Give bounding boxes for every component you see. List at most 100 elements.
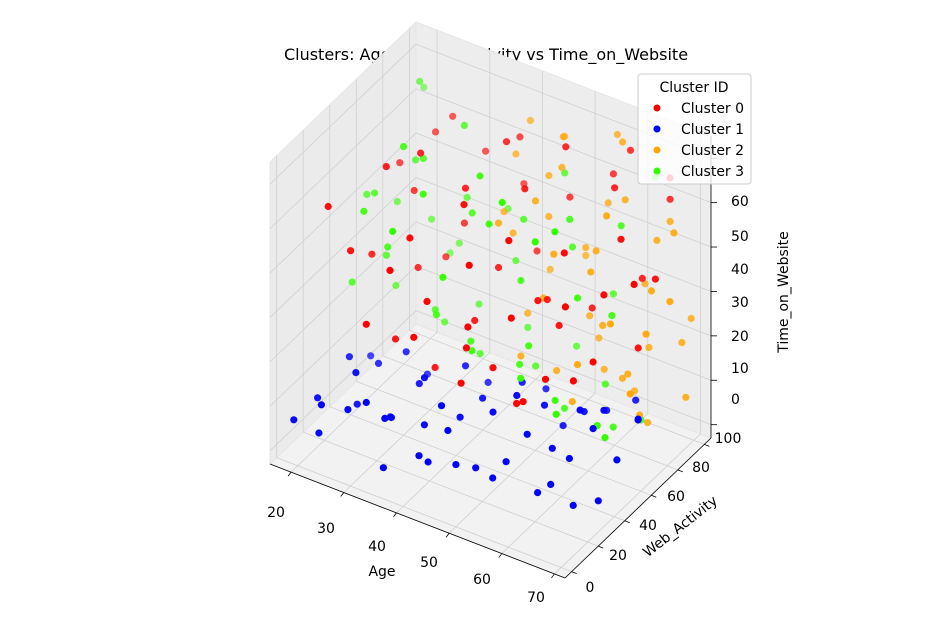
z-gridline [415,132,712,248]
x-tick-label: 40 [368,539,386,555]
data-point-cluster-1 [314,394,322,402]
z-tick-label: 60 [731,194,749,210]
data-point-cluster-2 [626,390,634,398]
data-point-cluster-0 [609,170,618,178]
data-point-cluster-2 [553,367,561,375]
data-point-cluster-3 [419,154,427,163]
data-point-cluster-1 [600,406,608,414]
data-point-cluster-2 [500,208,508,216]
y-gridline [409,329,705,445]
data-point-cluster-3 [439,273,447,281]
z-gridline [415,221,712,337]
data-point-cluster-2 [666,298,674,306]
data-point-cluster-2 [592,247,600,255]
data-point-cluster-0 [414,263,422,272]
y-tick-mark [677,469,683,473]
data-point-cluster-0 [417,149,425,157]
legend-marker-cluster-0 [653,104,661,112]
data-point-cluster-3 [468,347,476,355]
data-point-cluster-3 [348,278,356,286]
data-point-cluster-0 [543,296,551,304]
data-point-cluster-3 [531,238,539,246]
data-point-cluster-3 [520,215,528,223]
data-point-cluster-3 [516,360,524,368]
data-point-cluster-1 [548,444,556,452]
data-point-cluster-1 [315,429,323,437]
y-tick-label: 80 [692,460,710,476]
x-tick-mark [498,553,503,558]
z-tick-label: 30 [731,295,749,311]
data-point-cluster-1 [387,413,395,422]
data-point-cluster-2 [558,163,566,171]
z-tick-label: 40 [731,262,749,278]
data-point-cluster-2 [559,133,567,141]
data-point-cluster-2 [494,219,503,227]
data-point-cluster-3 [566,215,574,223]
data-point-cluster-1 [542,385,550,393]
data-point-cluster-2 [653,236,661,244]
y-tick-mark [598,545,604,549]
data-point-cluster-0 [617,235,625,243]
data-point-cluster-3 [460,121,468,129]
data-point-cluster-1 [634,416,642,424]
data-point-cluster-1 [569,501,577,509]
data-point-cluster-0 [502,138,511,146]
data-point-cluster-0 [651,275,660,283]
data-point-cluster-3 [551,228,559,236]
z-gridline [269,132,417,274]
data-point-cluster-1 [540,401,549,409]
data-point-cluster-3 [551,396,559,404]
data-point-cluster-3 [568,243,577,251]
data-point-cluster-1 [415,380,423,388]
data-point-cluster-3 [360,207,368,215]
data-point-cluster-0 [588,304,596,312]
data-point-cluster-0 [471,316,479,325]
data-point-cluster-3 [419,190,427,198]
data-point-cluster-0 [626,146,635,154]
data-point-cluster-2 [621,196,629,204]
data-point-cluster-0 [634,344,642,352]
data-point-cluster-3 [609,423,617,431]
legend-label: Cluster 2 [681,143,744,159]
data-point-cluster-2 [613,130,622,139]
data-point-cluster-0 [505,237,513,245]
data-point-cluster-0 [406,234,414,242]
z-axis-label: Time_on_Website [776,231,792,354]
data-point-cluster-0 [410,186,418,195]
data-point-cluster-1 [489,474,497,482]
data-point-cluster-2 [582,244,590,252]
y-tick-label: 20 [609,548,627,564]
x-tick-label: 70 [527,590,545,606]
y-tick-label: 40 [639,518,657,534]
z-gridline [269,265,417,407]
data-point-cluster-0 [457,379,465,387]
data-point-cluster-3 [601,380,610,388]
data-point-cluster-2 [586,312,594,320]
data-point-cluster-0 [362,320,370,328]
data-point-cluster-1 [362,398,370,407]
data-point-cluster-1 [353,400,361,408]
axes-lines [269,136,717,579]
data-point-cluster-1 [317,401,325,409]
data-point-cluster-1 [461,362,470,370]
data-point-cluster-2 [678,338,686,347]
data-point-cluster-0 [507,314,515,322]
data-point-cluster-0 [464,323,472,331]
data-point-cluster-0 [460,201,468,209]
data-point-cluster-1 [444,426,452,435]
data-point-cluster-2 [599,321,607,329]
data-point-cluster-3 [428,215,436,223]
data-point-cluster-1 [420,421,428,429]
data-point-cluster-0 [431,128,440,136]
z-gridline [269,221,417,363]
data-point-cluster-3 [485,220,493,228]
data-point-cluster-0 [324,202,332,211]
data-point-cluster-3 [389,227,397,235]
legend-title: Cluster ID [659,80,728,96]
data-point-cluster-0 [489,364,497,372]
data-point-cluster-0 [423,297,431,306]
data-point-cluster-1 [513,391,521,400]
data-point-cluster-3 [608,312,616,320]
data-point-cluster-1 [523,430,531,438]
data-point-cluster-2 [512,150,520,158]
